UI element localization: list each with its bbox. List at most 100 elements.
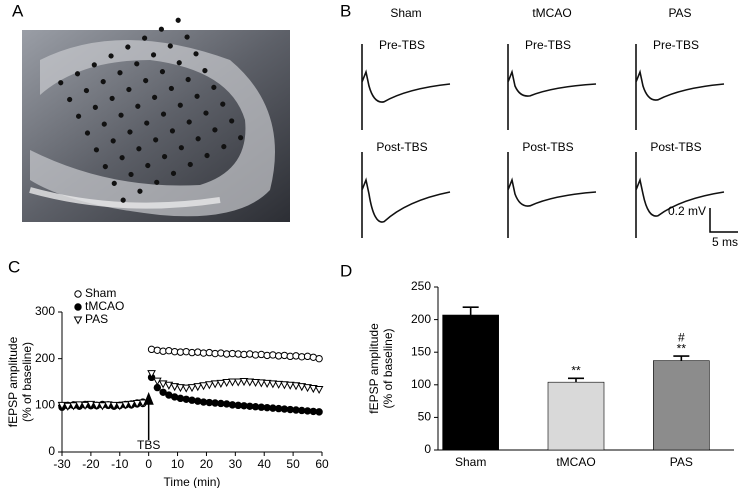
- marker: [63, 402, 73, 411]
- marker: [158, 380, 168, 389]
- y-tick-label: 100: [411, 377, 431, 391]
- marker: [73, 316, 83, 325]
- electrode: [202, 67, 208, 74]
- marker: [69, 402, 78, 411]
- bar: [547, 381, 605, 451]
- y-tick-label: 0: [424, 442, 431, 456]
- electrode: [92, 104, 98, 110]
- marker: [314, 385, 324, 395]
- electrode: [195, 136, 201, 142]
- marker: [115, 402, 125, 411]
- traces: Sham Pre-TBS Post-TBS tMCAO Pre-TBS Post-TBS P…: [361, 6, 738, 249]
- electrode: [186, 119, 192, 125]
- marker: [98, 402, 107, 411]
- panel-label: A: [12, 1, 24, 20]
- x-tick-label: 40: [258, 457, 272, 471]
- marker: [176, 384, 185, 393]
- x-axis-label: Time (min): [164, 475, 221, 488]
- arrow: [143, 391, 154, 440]
- y-tick-label: 300: [35, 304, 55, 318]
- row-label: Pre-TBS: [525, 38, 571, 52]
- x-tick-label: 0: [145, 457, 152, 471]
- y-axis-label: (% of baseline): [381, 328, 395, 408]
- x-tick-label: -10: [111, 457, 129, 471]
- marker: [216, 379, 226, 388]
- electrode: [91, 62, 97, 68]
- group-label: PAS: [668, 6, 691, 20]
- electrode: [175, 17, 181, 23]
- annotation: **: [677, 341, 687, 355]
- marker: [92, 401, 102, 410]
- marker: [228, 378, 237, 387]
- trace: [361, 152, 451, 238]
- electrode: [109, 95, 115, 102]
- marker: [233, 378, 243, 387]
- y-tick-label: 0: [48, 444, 55, 458]
- marker: [181, 384, 191, 393]
- y-tick-label: 50: [418, 410, 432, 424]
- electrode: [159, 69, 166, 75]
- x-tick-label: tMCAO: [556, 455, 595, 469]
- electrode: [153, 137, 159, 143]
- marker: [204, 381, 214, 390]
- electrode: [143, 77, 149, 84]
- legend-label: tMCAO: [85, 299, 124, 313]
- electrode: [187, 161, 193, 168]
- marker: [57, 401, 67, 410]
- error-bar: [568, 377, 584, 383]
- x-tick-label: 50: [286, 457, 300, 471]
- scale-label: 0.2 mV: [668, 204, 706, 218]
- electrode: [135, 103, 141, 109]
- marker: [210, 380, 220, 389]
- electrode: [177, 102, 183, 108]
- electrode: [185, 76, 191, 83]
- electrode: [145, 162, 151, 169]
- bar: [442, 314, 499, 451]
- marker: [74, 401, 84, 410]
- y-tick-label: 200: [35, 351, 55, 365]
- scale-label: 5 ms: [712, 235, 738, 249]
- electrode: [229, 118, 235, 124]
- row-label: Post-TBS: [376, 140, 427, 154]
- electrode: [58, 80, 64, 86]
- electrode: [100, 79, 106, 85]
- marker: [262, 379, 272, 388]
- error-bar: [462, 306, 479, 316]
- marker: [159, 388, 167, 396]
- electrode: [110, 138, 116, 144]
- electrode: [170, 170, 177, 176]
- marker: [291, 382, 301, 391]
- electrode: [167, 43, 173, 49]
- trace: [635, 44, 725, 130]
- marker: [245, 378, 255, 387]
- electrode: [83, 87, 90, 94]
- marker: [274, 380, 284, 389]
- electrode: [220, 101, 226, 107]
- group-label: Sham: [390, 6, 421, 20]
- electrode: [101, 121, 107, 127]
- panel-label: C: [8, 257, 20, 276]
- y-axis-label: fEPSP amplitude: [367, 323, 381, 414]
- row-label: Pre-TBS: [379, 38, 425, 52]
- marker: [121, 401, 130, 410]
- electrode: [119, 155, 125, 161]
- electrode: [168, 85, 174, 92]
- y-tick-label: 250: [411, 279, 431, 293]
- x-tick-label: -20: [82, 457, 100, 471]
- y-axis-label: (% of baseline): [20, 342, 34, 422]
- marker: [222, 378, 232, 388]
- electrode: [127, 129, 133, 135]
- electrode: [204, 152, 210, 159]
- electrode: [128, 171, 134, 178]
- row-label: Post-TBS: [650, 140, 701, 154]
- annotation: TBS: [137, 438, 160, 452]
- marker: [187, 384, 197, 393]
- x-tick-label: 20: [200, 457, 214, 471]
- trace: [361, 44, 451, 130]
- marker: [132, 399, 142, 409]
- electrode: [169, 128, 176, 134]
- marker: [308, 385, 318, 394]
- x-tick-label: PAS: [670, 455, 693, 469]
- electrode: [211, 84, 217, 90]
